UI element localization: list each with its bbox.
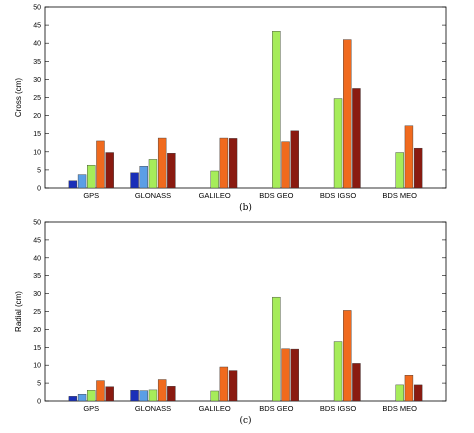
y-tick-label: 5 (37, 167, 41, 174)
bar-gps-series-4 (96, 140, 105, 189)
y-tick-label: 35 (33, 273, 41, 280)
bar-bds-meo-series-5 (413, 147, 423, 189)
x-tick-label: GALILEO (199, 191, 231, 200)
bar-glonass-series-4 (157, 137, 167, 189)
x-tick-label: BDS IGSO (320, 404, 356, 413)
bar-bds-geo-series-3 (272, 31, 281, 189)
bar-glonass-series-3 (148, 389, 158, 402)
y-tick-label: 30 (33, 291, 41, 298)
panel-cross: 0 5 10 15 20 25 30 35 40 45 50 Cross (cm) GPS GLONASS… (14, 5, 447, 213)
bar-glonass-series-4 (157, 379, 167, 402)
y-tick-label: 30 (33, 77, 41, 84)
x-tick-label: BDS MEO (382, 191, 417, 200)
bar-bds-geo-series-4 (281, 141, 290, 189)
y-tick-label: 10 (33, 363, 41, 370)
bar-gps-series-1 (68, 396, 78, 402)
bar-glonass-series-2 (139, 390, 148, 402)
bar-glonass-series-5 (167, 153, 176, 189)
panel-caption: (c) (239, 415, 251, 426)
bar-gps-series-2 (77, 393, 87, 402)
y-tick-label: 20 (33, 327, 41, 334)
bar-bds-meo-series-5 (413, 384, 423, 402)
bar-glonass-series-1 (130, 172, 139, 189)
y-tick-label: 45 (33, 237, 41, 244)
bar-bds-igso-series-3 (333, 98, 343, 189)
y-tick-label: 25 (33, 95, 41, 102)
y-tick-label: 0 (37, 399, 41, 406)
bar-gps-series-1 (68, 180, 78, 189)
y-tick-label: 5 (37, 381, 41, 388)
y-axis-label: Radial (cm) (14, 291, 23, 332)
panel-caption: (b) (239, 202, 252, 213)
bar-galileo-series-5 (228, 138, 238, 189)
bar-glonass-series-2 (139, 166, 148, 189)
x-tick-label: GPS (83, 191, 99, 200)
panel-radial: 0 5 10 15 20 25 30 35 40 45 50 Radial (cm) GPS GLONAS… (14, 220, 447, 426)
bar-bds-igso-series-4 (343, 39, 352, 189)
bar-bds-meo-series-4 (404, 125, 414, 189)
bar-bds-igso-series-5 (352, 88, 361, 189)
x-tick-label: GPS (83, 404, 99, 413)
plot-frame (44, 221, 447, 402)
y-tick-label: 40 (33, 41, 41, 48)
y-tick-label: 15 (33, 131, 41, 138)
bar-bds-igso-series-4 (343, 310, 352, 402)
y-tick-label: 50 (33, 5, 41, 12)
bar-bds-geo-series-3 (272, 296, 281, 402)
x-tick-label: GALILEO (199, 404, 231, 413)
x-tick-label: GLONASS (135, 191, 171, 200)
bar-bds-igso-series-5 (352, 363, 361, 402)
y-tick-label: 0 (37, 186, 41, 193)
bar-gps-series-5 (105, 152, 114, 189)
y-tick-label: 10 (33, 149, 41, 156)
y-tick-label: 40 (33, 255, 41, 262)
y-tick-label: 45 (33, 23, 41, 30)
y-tick-label: 50 (33, 220, 41, 227)
y-tick-label: 35 (33, 59, 41, 66)
y-axis-label: Cross (cm) (14, 78, 23, 117)
bar-gps-series-2 (77, 174, 87, 189)
bar-gps-series-5 (105, 386, 114, 402)
bar-bds-geo-series-5 (290, 130, 299, 189)
x-tick-label: BDS GEO (259, 191, 293, 200)
bar-gps-series-3 (87, 390, 96, 402)
plot-frame (44, 6, 447, 189)
x-tick-label: BDS MEO (382, 404, 417, 413)
bar-galileo-series-3 (210, 390, 219, 402)
bar-gps-series-3 (87, 164, 96, 189)
bar-bds-geo-series-5 (290, 348, 299, 402)
bar-bds-meo-series-4 (404, 375, 414, 402)
bar-glonass-series-5 (167, 386, 176, 402)
bar-gps-series-4 (96, 380, 105, 402)
bar-galileo-series-4 (219, 366, 229, 402)
y-tick-label: 20 (33, 113, 41, 120)
bar-bds-meo-series-3 (395, 384, 404, 402)
bar-galileo-series-4 (219, 137, 229, 189)
bar-bds-meo-series-3 (395, 152, 404, 189)
x-tick-label: GLONASS (135, 404, 171, 413)
x-tick-label: BDS IGSO (320, 191, 356, 200)
bar-glonass-series-1 (130, 390, 139, 402)
bar-bds-geo-series-4 (281, 348, 290, 402)
bar-glonass-series-3 (148, 159, 158, 189)
x-tick-label: BDS GEO (259, 404, 293, 413)
y-tick-label: 25 (33, 309, 41, 316)
bar-bds-igso-series-3 (333, 341, 343, 402)
y-tick-label: 15 (33, 345, 41, 352)
bar-galileo-series-5 (228, 370, 238, 402)
bar-galileo-series-3 (210, 170, 219, 189)
